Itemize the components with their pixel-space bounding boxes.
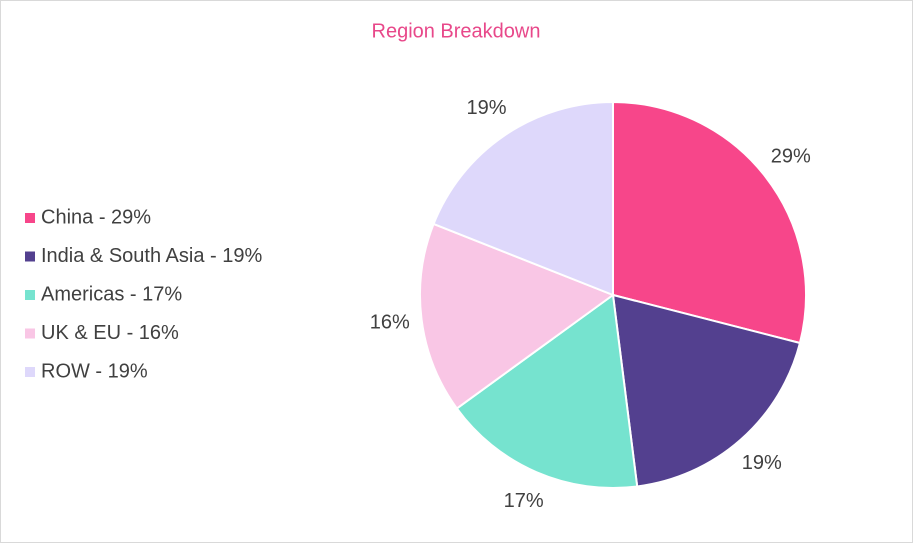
legend-label: Americas - 17% [41,283,182,305]
chart-title: Region Breakdown [372,20,541,42]
pie-slice [432,100,614,297]
legend-swatch [25,290,35,300]
data-label: 16% [370,311,410,333]
legend-label: India & South Asia - 19% [41,245,262,267]
legend-swatch [25,367,35,377]
legend-swatch [25,251,35,262]
legend-label: ROW - 19% [41,360,148,382]
pie-slice [455,293,639,489]
pie-slice [612,100,807,345]
legend-label: China - 29% [41,206,151,228]
legend-swatch [25,328,35,339]
pie-slice [419,222,616,410]
data-label: 17% [504,490,544,512]
legend-label: UK & EU - 16% [41,322,179,344]
data-label: 19% [742,452,782,474]
data-label: 29% [771,145,811,167]
pie-slice [611,293,802,488]
data-label: 19% [467,97,507,119]
legend-swatch [25,213,35,223]
